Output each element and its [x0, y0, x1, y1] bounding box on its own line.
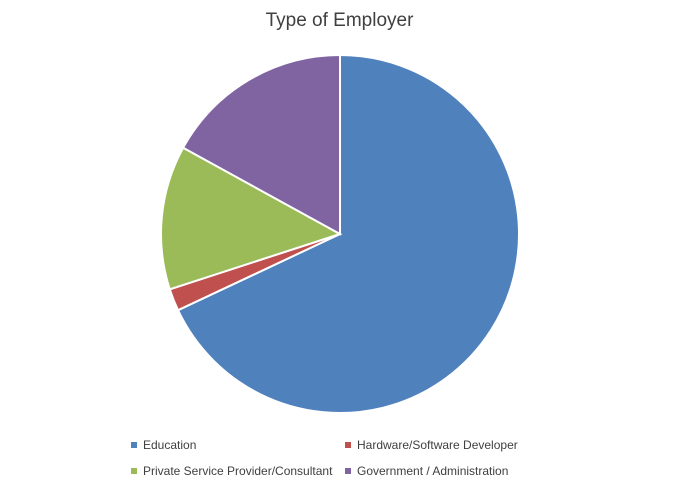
- legend-swatch-education: [131, 442, 137, 448]
- legend-item-education: Education: [131, 438, 196, 452]
- pie-slice-government-administration: [181, 53, 341, 236]
- legend-label-hardware-software: Hardware/Software Developer: [357, 438, 518, 452]
- legend-item-government: Government / Administration: [345, 464, 508, 478]
- legend-swatch-government: [345, 468, 351, 474]
- legend-label-private-service: Private Service Provider/Consultant: [143, 464, 333, 478]
- legend-item-hardware-software: Hardware/Software Developer: [345, 438, 518, 452]
- legend-swatch-hardware-software: [345, 442, 351, 448]
- chart-title: Type of Employer: [265, 10, 414, 31]
- pie-slice-education: [176, 53, 520, 414]
- legend-label-education: Education: [143, 438, 197, 452]
- legend-swatch-private-service: [131, 468, 137, 474]
- legend-label-government: Government / Administration: [357, 464, 509, 478]
- legend-item-private-service: Private Service Provider/Consultant: [131, 464, 332, 478]
- pie-slice-private-service-provider-consultant: [160, 146, 343, 291]
